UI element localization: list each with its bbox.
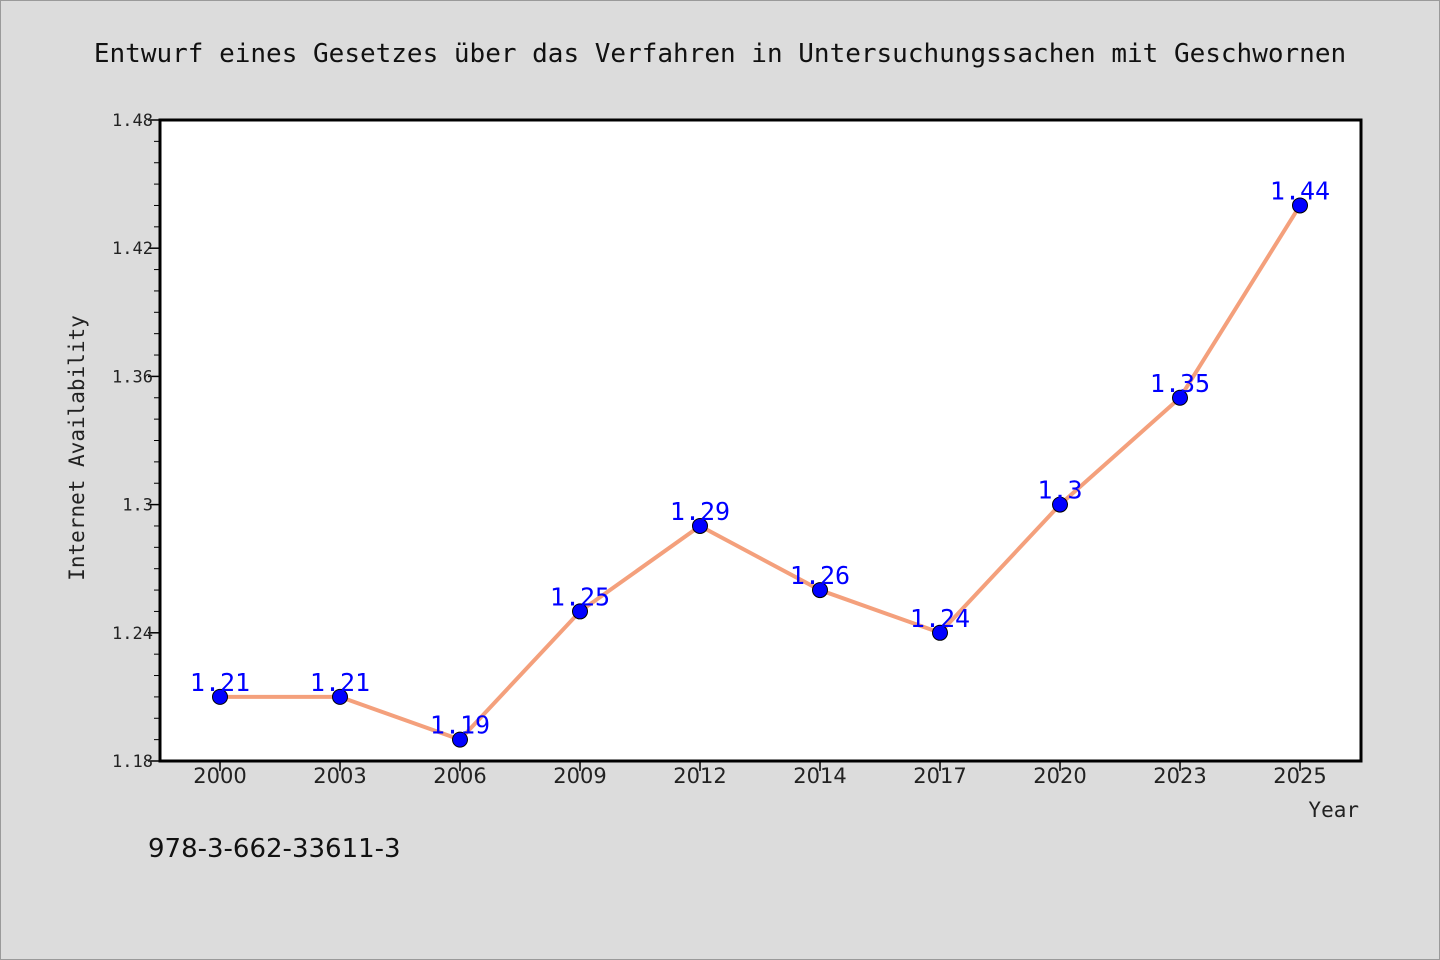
data-label: 1.21 [190, 668, 250, 697]
y-axis-label: Internet Availability [65, 315, 89, 581]
data-point [1292, 197, 1308, 214]
data-point [1172, 389, 1188, 406]
x-axis: 2000 2003 2006 2009 2012 2014 2017 2020 2023 2025 [193, 761, 1327, 788]
data-label: 1.25 [550, 582, 610, 611]
data-label: 1.19 [430, 711, 490, 740]
series [212, 197, 1308, 748]
y-tick-label: 1.42 [112, 239, 153, 259]
x-tick-label: 2014 [793, 764, 846, 788]
x-tick-label: 2003 [313, 764, 366, 788]
data-label: 1.24 [910, 604, 970, 633]
y-tick-label: 1.48 [112, 111, 153, 131]
data-labels: 1.21 1.21 1.19 1.25 1.29 1.26 1.24 1.3 1.35 1.44 [190, 176, 1330, 739]
data-label: 1.21 [310, 668, 370, 697]
data-label: 1.3 [1037, 476, 1082, 505]
x-tick-label: 2023 [1153, 764, 1206, 788]
isbn-label: 978-3-662-33611-3 [148, 834, 401, 864]
plot-area [160, 120, 1361, 761]
data-label: 1.35 [1150, 369, 1210, 398]
y-tick-label: 1.3 [122, 496, 153, 516]
x-tick-label: 2020 [1033, 764, 1086, 788]
chart-title: Entwurf eines Gesetzes über das Verfahre… [94, 39, 1346, 69]
y-tick-label: 1.18 [112, 752, 153, 772]
series-line [218, 203, 1302, 742]
x-tick-label: 2006 [433, 764, 486, 788]
y-axis: 1.18 1.24 1.3 1.36 1.42 1.48 [112, 111, 160, 772]
data-point [332, 688, 348, 705]
y-tick-label: 1.24 [112, 624, 153, 644]
data-point [812, 582, 828, 599]
x-tick-label: 2000 [193, 764, 246, 788]
data-point [692, 517, 708, 534]
data-point [1052, 496, 1068, 513]
x-tick-label: 2012 [673, 764, 726, 788]
x-tick-label: 2009 [553, 764, 606, 788]
data-point [212, 688, 228, 705]
data-label: 1.26 [790, 561, 850, 590]
data-label: 1.44 [1270, 176, 1330, 205]
data-point [452, 731, 468, 748]
x-axis-label: Year [1308, 798, 1359, 822]
y-tick-label: 1.36 [112, 367, 153, 387]
x-tick-label: 2025 [1273, 764, 1326, 788]
data-label: 1.29 [670, 497, 730, 526]
data-point [932, 624, 948, 641]
plot-border [158, 118, 1363, 763]
data-point [572, 603, 588, 620]
x-tick-label: 2017 [913, 764, 966, 788]
